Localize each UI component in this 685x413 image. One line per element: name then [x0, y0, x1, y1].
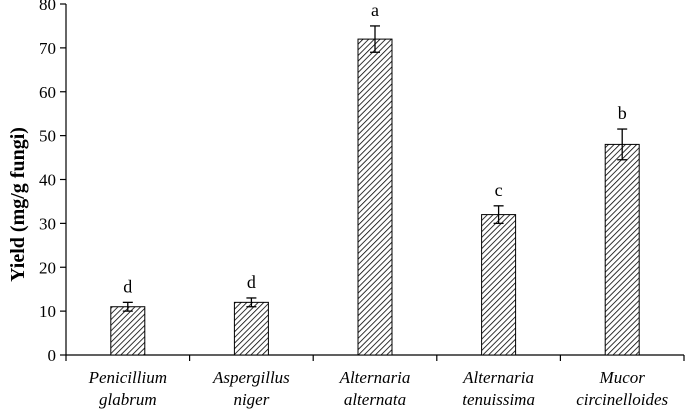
x-category-label: niger: [233, 390, 269, 409]
bar: [233, 301, 269, 356]
x-category-label: circinelloides: [576, 390, 668, 409]
y-tick-label: 50: [39, 127, 56, 146]
y-tick-label: 60: [39, 83, 56, 102]
y-tick-label: 10: [39, 302, 56, 321]
y-tick-label: 0: [48, 346, 57, 365]
x-category-label: Aspergillus: [212, 368, 290, 387]
bar: [481, 214, 517, 356]
bar: [604, 143, 640, 356]
significance-label: d: [123, 276, 132, 296]
y-tick-label: 20: [39, 258, 56, 277]
x-category-label: Penicillium: [88, 368, 167, 387]
x-category-label: alternata: [344, 390, 406, 409]
significance-label: c: [495, 180, 503, 200]
y-axis-label: Yield (mg/g fungi): [7, 127, 29, 282]
x-category-label: Alternaria: [462, 368, 534, 387]
significance-label: d: [247, 272, 256, 292]
bar: [357, 38, 393, 356]
y-tick-label: 30: [39, 214, 56, 233]
bar: [110, 306, 146, 356]
x-category-label: glabrum: [99, 390, 157, 409]
y-tick-label: 70: [39, 39, 56, 58]
y-tick-label: 40: [39, 171, 56, 190]
x-category-label: Mucor: [599, 368, 646, 387]
plot-area: 0 10 20 30 40 50 60 70 80 Yield (mg/g fungi) d Peni…: [7, 0, 685, 409]
significance-label: b: [618, 103, 627, 123]
significance-label: a: [371, 0, 379, 20]
x-category-label: tenuissima: [462, 390, 535, 409]
y-tick-label: 80: [39, 0, 56, 14]
x-category-label: Alternaria: [339, 368, 411, 387]
